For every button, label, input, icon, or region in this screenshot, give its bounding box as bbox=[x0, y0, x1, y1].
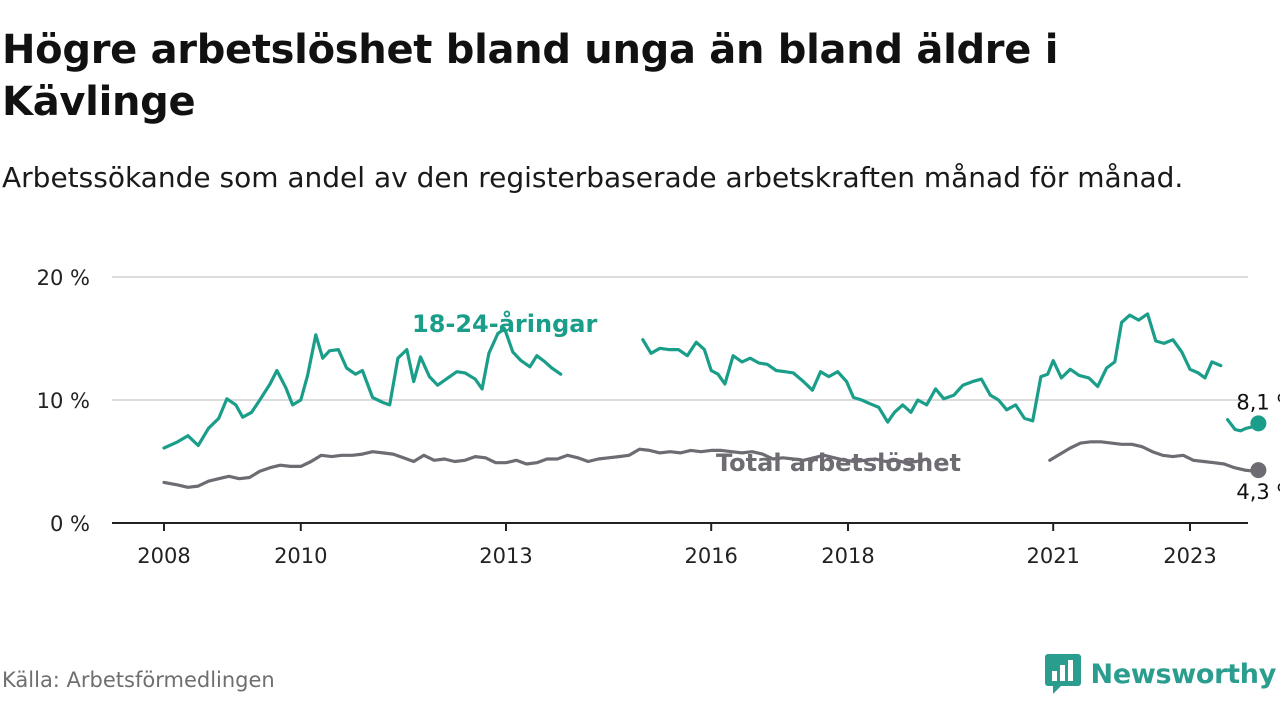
total-end-label: 4,3 % bbox=[1236, 480, 1280, 504]
grid-layer bbox=[112, 276, 1248, 524]
tick-layer: 0 % 10 % 20 % 2008 2010 2013 2016 2018 2021 2023 bbox=[37, 266, 1217, 568]
brand-logo: Newsworthy bbox=[1044, 652, 1277, 696]
youth-series-label: 18-24-åringar bbox=[412, 309, 597, 338]
youth-series-line bbox=[641, 312, 1223, 424]
line-chart: 0 %10 %20 %2008 2010 2013 2016 2018 2021 2023 … bbox=[37, 266, 1280, 568]
source-note: Källa: Arbetsförmedlingen bbox=[2, 668, 275, 692]
y-tick-label: 10 % bbox=[37, 389, 90, 413]
total-series-line bbox=[162, 447, 929, 489]
total-series-line bbox=[1048, 440, 1260, 473]
label-layer: 8,1 % 4,3 % 18-24-åringar Total arbetslöshe… bbox=[412, 309, 1280, 504]
youth-end-label: 8,1 % bbox=[1236, 390, 1280, 414]
x-tick-label: 2023 bbox=[1163, 544, 1216, 568]
x-tick-label: 2008 bbox=[137, 544, 190, 568]
youth-series-line bbox=[162, 327, 563, 450]
y-tick-label: 20 % bbox=[37, 266, 90, 290]
youth-end-marker bbox=[1250, 415, 1267, 432]
x-tick-label: 2016 bbox=[684, 544, 737, 568]
x-tick-label: 2010 bbox=[274, 544, 327, 568]
brand-name: Newsworthy bbox=[1090, 658, 1277, 690]
total-end-marker bbox=[1250, 462, 1267, 479]
newsworthy-logo-icon bbox=[1044, 654, 1081, 694]
chart-subtitle: Arbetssökande som andel av den registerb… bbox=[2, 161, 1184, 194]
chart-title: Högre arbetslöshet bland unga än bland ä… bbox=[2, 27, 1059, 125]
x-tick-label: 2013 bbox=[479, 544, 532, 568]
y-tick-label: 0 % bbox=[50, 512, 90, 536]
x-tick-label: 2021 bbox=[1026, 544, 1079, 568]
series-layer bbox=[162, 312, 1267, 489]
x-tick-label: 2018 bbox=[821, 544, 874, 568]
total-series-label: Total arbetslöshet bbox=[716, 449, 961, 477]
